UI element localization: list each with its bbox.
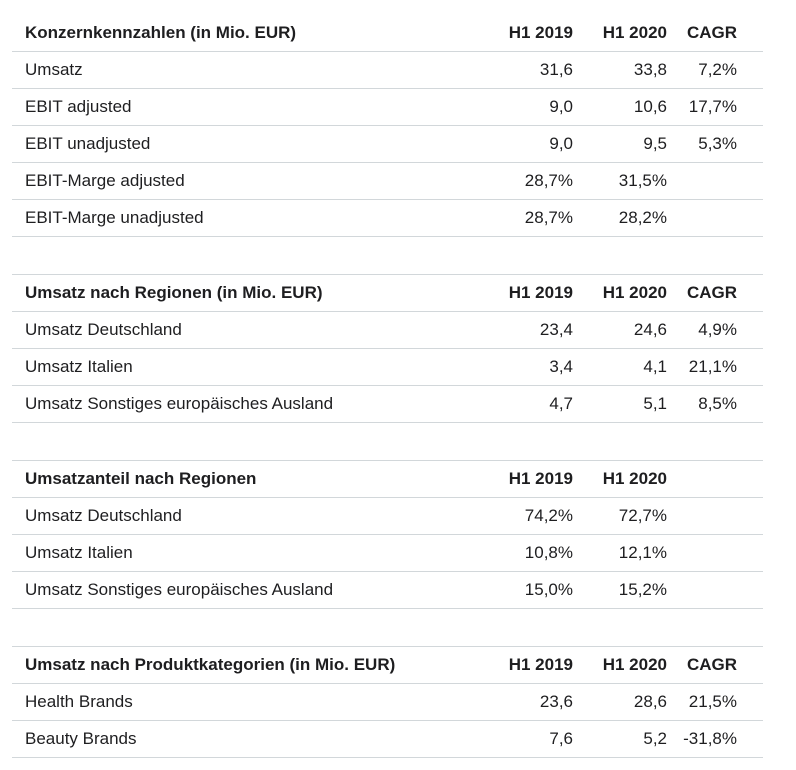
cell-cagr: 5,3% [667, 125, 763, 163]
cell-h1-2020: 12,1% [573, 534, 667, 572]
table-title: Konzernkennzahlen (in Mio. EUR) [12, 14, 478, 52]
column-header-cagr: CAGR [667, 274, 763, 312]
cell-cagr: 17,7% [667, 88, 763, 126]
cell-h1-2020: 28,2% [573, 199, 667, 237]
table-umsatz-nach-regionen: Umsatz nach Regionen (in Mio. EUR) H1 20… [12, 274, 763, 423]
cell-h1-2020: 4,1 [573, 348, 667, 386]
row-label: EBIT-Marge adjusted [12, 162, 478, 200]
row-label: Beauty Brands [12, 720, 478, 758]
column-header-h1-2019: H1 2019 [478, 14, 573, 52]
cell-h1-2020: 5,1 [573, 385, 667, 423]
cell-empty [667, 534, 763, 572]
column-header-h1-2020: H1 2020 [573, 14, 667, 52]
row-label: EBIT-Marge unadjusted [12, 199, 478, 237]
row-label: Umsatz Sonstiges europäisches Ausland [12, 571, 478, 609]
cell-h1-2020: 24,6 [573, 311, 667, 349]
table-row: Umsatz Deutschland 23,4 24,6 4,9% [12, 311, 763, 349]
column-header-h1-2019: H1 2019 [478, 274, 573, 312]
cell-h1-2019: 10,8% [478, 534, 573, 572]
cell-cagr [667, 162, 763, 200]
cell-h1-2020: 9,5 [573, 125, 667, 163]
cell-h1-2019: 23,6 [478, 683, 573, 721]
row-label: Umsatz Deutschland [12, 311, 478, 349]
cell-empty [667, 497, 763, 535]
table-row: Health Brands 23,6 28,6 21,5% [12, 683, 763, 721]
cell-h1-2019: 4,7 [478, 385, 573, 423]
table-umsatzanteil-nach-regionen: Umsatzanteil nach Regionen H1 2019 H1 20… [12, 460, 763, 609]
table-row: EBIT-Marge adjusted 28,7% 31,5% [12, 162, 763, 200]
cell-h1-2020: 72,7% [573, 497, 667, 535]
column-header-h1-2020: H1 2020 [573, 646, 667, 684]
row-label: EBIT adjusted [12, 88, 478, 126]
table-row: Umsatz Deutschland 74,2% 72,7% [12, 497, 763, 535]
table-row: Umsatz Sonstiges europäisches Ausland 15… [12, 571, 763, 609]
cell-h1-2019: 9,0 [478, 88, 573, 126]
cell-h1-2020: 28,6 [573, 683, 667, 721]
cell-h1-2019: 28,7% [478, 199, 573, 237]
table-row: EBIT adjusted 9,0 10,6 17,7% [12, 88, 763, 126]
cell-h1-2020: 10,6 [573, 88, 667, 126]
table-header-row: Konzernkennzahlen (in Mio. EUR) H1 2019 … [12, 14, 763, 52]
cell-h1-2019: 28,7% [478, 162, 573, 200]
column-header-empty [667, 460, 763, 498]
row-label: Umsatz Deutschland [12, 497, 478, 535]
cell-cagr: 4,9% [667, 311, 763, 349]
table-header-row: Umsatz nach Regionen (in Mio. EUR) H1 20… [12, 274, 763, 312]
row-label: Umsatz [12, 51, 478, 89]
table-row: Umsatz Italien 3,4 4,1 21,1% [12, 348, 763, 386]
cell-cagr: 21,5% [667, 683, 763, 721]
cell-h1-2020: 31,5% [573, 162, 667, 200]
cell-h1-2020: 15,2% [573, 571, 667, 609]
row-label: Health Brands [12, 683, 478, 721]
table-row: EBIT-Marge unadjusted 28,7% 28,2% [12, 199, 763, 237]
cell-cagr: 21,1% [667, 348, 763, 386]
column-header-h1-2020: H1 2020 [573, 460, 667, 498]
table-header-row: Umsatz nach Produktkategorien (in Mio. E… [12, 646, 763, 684]
table-row: Beauty Brands 7,6 5,2 -31,8% [12, 720, 763, 758]
cell-h1-2019: 3,4 [478, 348, 573, 386]
table-title: Umsatz nach Produktkategorien (in Mio. E… [12, 646, 478, 684]
cell-h1-2019: 74,2% [478, 497, 573, 535]
row-label: EBIT unadjusted [12, 125, 478, 163]
cell-h1-2019: 9,0 [478, 125, 573, 163]
cell-empty [667, 571, 763, 609]
table-row: Umsatz 31,6 33,8 7,2% [12, 51, 763, 89]
table-row: Umsatz Italien 10,8% 12,1% [12, 534, 763, 572]
table-title: Umsatz nach Regionen (in Mio. EUR) [12, 274, 478, 312]
cell-cagr: -31,8% [667, 720, 763, 758]
row-label: Umsatz Sonstiges europäisches Ausland [12, 385, 478, 423]
column-header-h1-2019: H1 2019 [478, 646, 573, 684]
table-row: Umsatz Sonstiges europäisches Ausland 4,… [12, 385, 763, 423]
cell-h1-2019: 31,6 [478, 51, 573, 89]
column-header-cagr: CAGR [667, 646, 763, 684]
table-konzernkennzahlen: Konzernkennzahlen (in Mio. EUR) H1 2019 … [12, 14, 763, 237]
table-row: EBIT unadjusted 9,0 9,5 5,3% [12, 125, 763, 163]
cell-cagr [667, 199, 763, 237]
cell-cagr: 7,2% [667, 51, 763, 89]
column-header-h1-2020: H1 2020 [573, 274, 667, 312]
column-header-h1-2019: H1 2019 [478, 460, 573, 498]
column-header-cagr: CAGR [667, 14, 763, 52]
cell-h1-2019: 23,4 [478, 311, 573, 349]
cell-h1-2019: 15,0% [478, 571, 573, 609]
cell-h1-2020: 33,8 [573, 51, 667, 89]
cell-cagr: 8,5% [667, 385, 763, 423]
table-header-row: Umsatzanteil nach Regionen H1 2019 H1 20… [12, 460, 763, 498]
cell-h1-2020: 5,2 [573, 720, 667, 758]
cell-h1-2019: 7,6 [478, 720, 573, 758]
row-label: Umsatz Italien [12, 348, 478, 386]
row-label: Umsatz Italien [12, 534, 478, 572]
table-title: Umsatzanteil nach Regionen [12, 460, 478, 498]
table-umsatz-nach-produktkategorien: Umsatz nach Produktkategorien (in Mio. E… [12, 646, 763, 758]
